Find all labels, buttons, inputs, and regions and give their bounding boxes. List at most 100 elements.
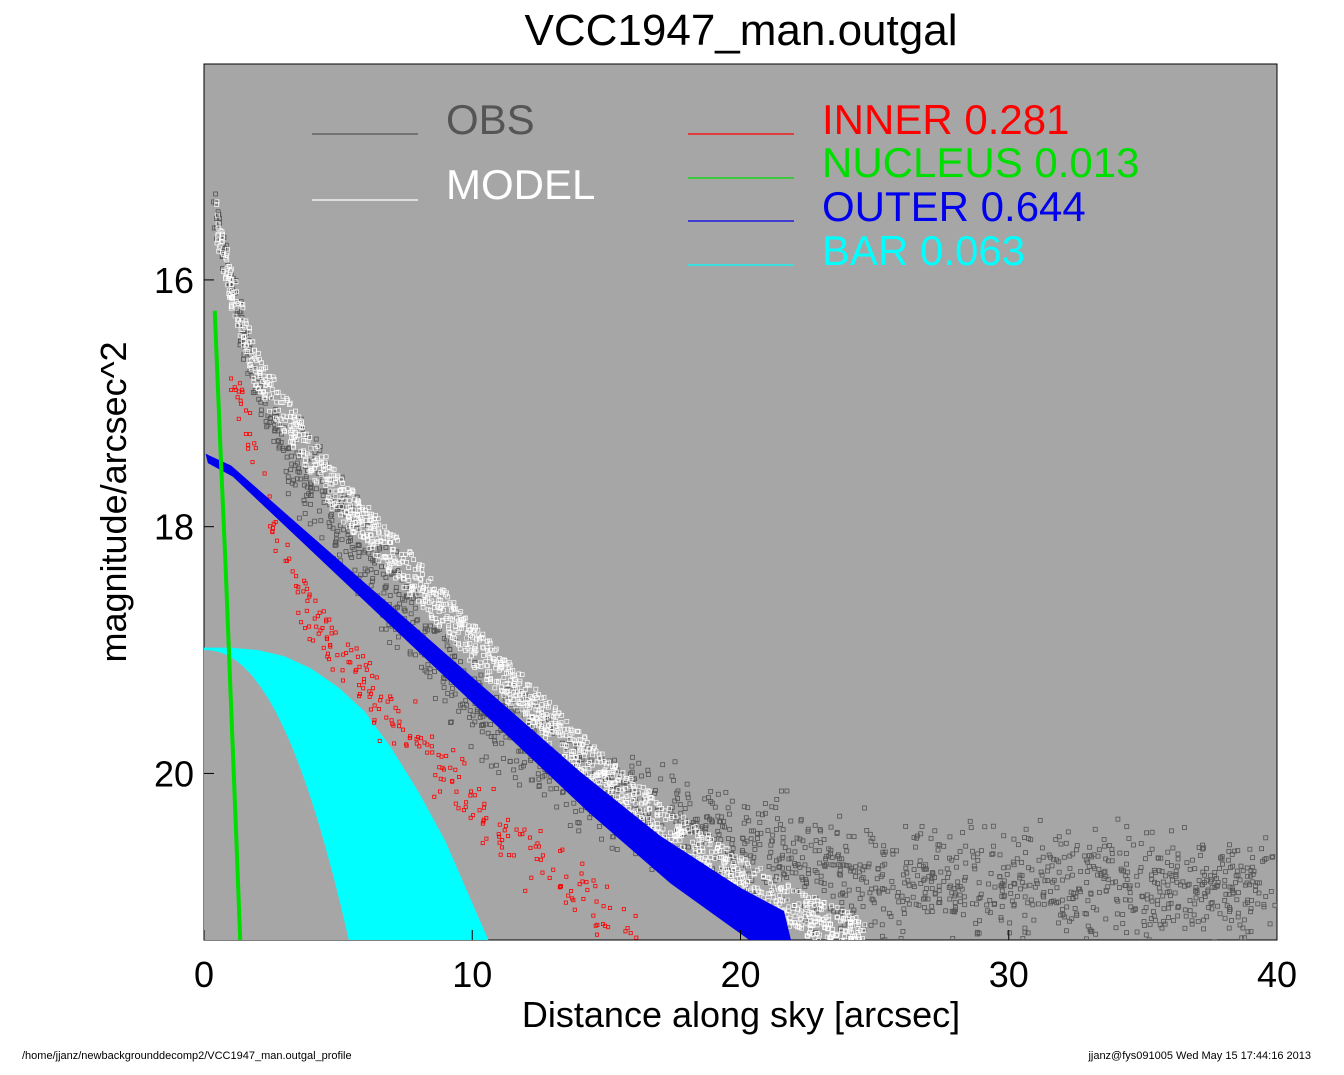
obs-point [740,835,746,841]
model-point [668,816,674,822]
inner-point [294,574,299,579]
model-point [473,648,479,653]
inner-point [262,471,267,476]
inner-point [623,929,628,934]
obs-point [1209,884,1215,890]
obs-point [1103,888,1109,894]
model-point [412,574,418,579]
model-point [803,892,808,898]
obs-point [880,849,886,855]
obs-point [1123,883,1129,888]
inner-point [517,832,522,837]
obs-point [383,626,389,632]
model-point [491,659,497,664]
y-tick-label: 18 [154,507,194,548]
model-point [817,917,823,922]
model-point [853,952,857,956]
obs-point [304,484,310,490]
obs-point [745,864,751,870]
model-point [700,845,705,851]
model-point [318,470,324,475]
obs-point [839,900,845,906]
inner-point [584,880,589,885]
model-point [270,374,276,380]
inner-point [463,805,468,810]
inner-point [551,867,556,872]
obs-point [675,796,680,801]
obs-point [882,849,888,855]
obs-point [1113,879,1118,885]
model-point [862,958,866,962]
model-point [240,327,246,332]
obs-point [1160,879,1166,885]
model-point [350,521,355,526]
obs-point [477,714,483,720]
obs-point [729,841,735,847]
inner-point [374,675,379,680]
series-outer [205,453,791,940]
obs-point [708,788,714,794]
obs-point [984,902,990,908]
model-point [227,272,233,277]
obs-point [327,524,333,529]
model-point [643,793,648,799]
obs-point [448,720,453,726]
obs-point [316,508,322,514]
model-point [580,742,586,748]
model-point [559,712,565,718]
obs-point [934,855,940,860]
model-point [826,913,832,919]
inner-point [372,718,377,723]
obs-point [1169,863,1174,869]
obs-point [1051,946,1055,950]
inner-point [450,778,455,783]
obs-point [281,448,287,453]
inner-point [253,446,258,451]
model-point [220,239,225,245]
obs-point [1222,877,1228,883]
model-point [224,271,229,277]
model-point [375,553,381,558]
model-point [253,382,258,388]
model-point [466,623,471,629]
model-point [784,897,790,903]
inner-point [497,822,502,827]
obs-point [748,836,754,842]
model-point [862,922,867,928]
inner-point [482,801,487,806]
model-point [657,802,662,807]
obs-point [1208,901,1214,906]
obs-point [1166,915,1171,920]
model-point [526,721,531,726]
model-point [233,289,239,295]
obs-point [279,431,284,437]
model-point [828,921,833,927]
obs-point [1245,900,1250,905]
model-point [255,385,261,391]
model-point [333,479,338,485]
inner-point [498,852,503,857]
model-point [225,282,231,288]
y-tick-label: 20 [154,753,194,794]
obs-point [1201,880,1207,885]
obs-point [949,908,955,914]
inner-point [335,653,340,658]
model-point [716,841,721,847]
obs-point [970,848,975,854]
obs-point [308,501,313,507]
obs-point [1204,866,1209,871]
obs-point [924,886,929,891]
inner-point [367,689,372,694]
model-point [275,389,281,395]
model-point [691,844,697,850]
model-point [327,488,333,494]
obs-point [1175,863,1180,869]
model-point [348,503,354,509]
obs-point [674,790,680,796]
model-point [680,844,685,850]
obs-point [836,852,841,858]
model-point [541,694,547,700]
obs-point [686,844,692,850]
inner-point [636,947,639,950]
inner-point [353,669,358,674]
